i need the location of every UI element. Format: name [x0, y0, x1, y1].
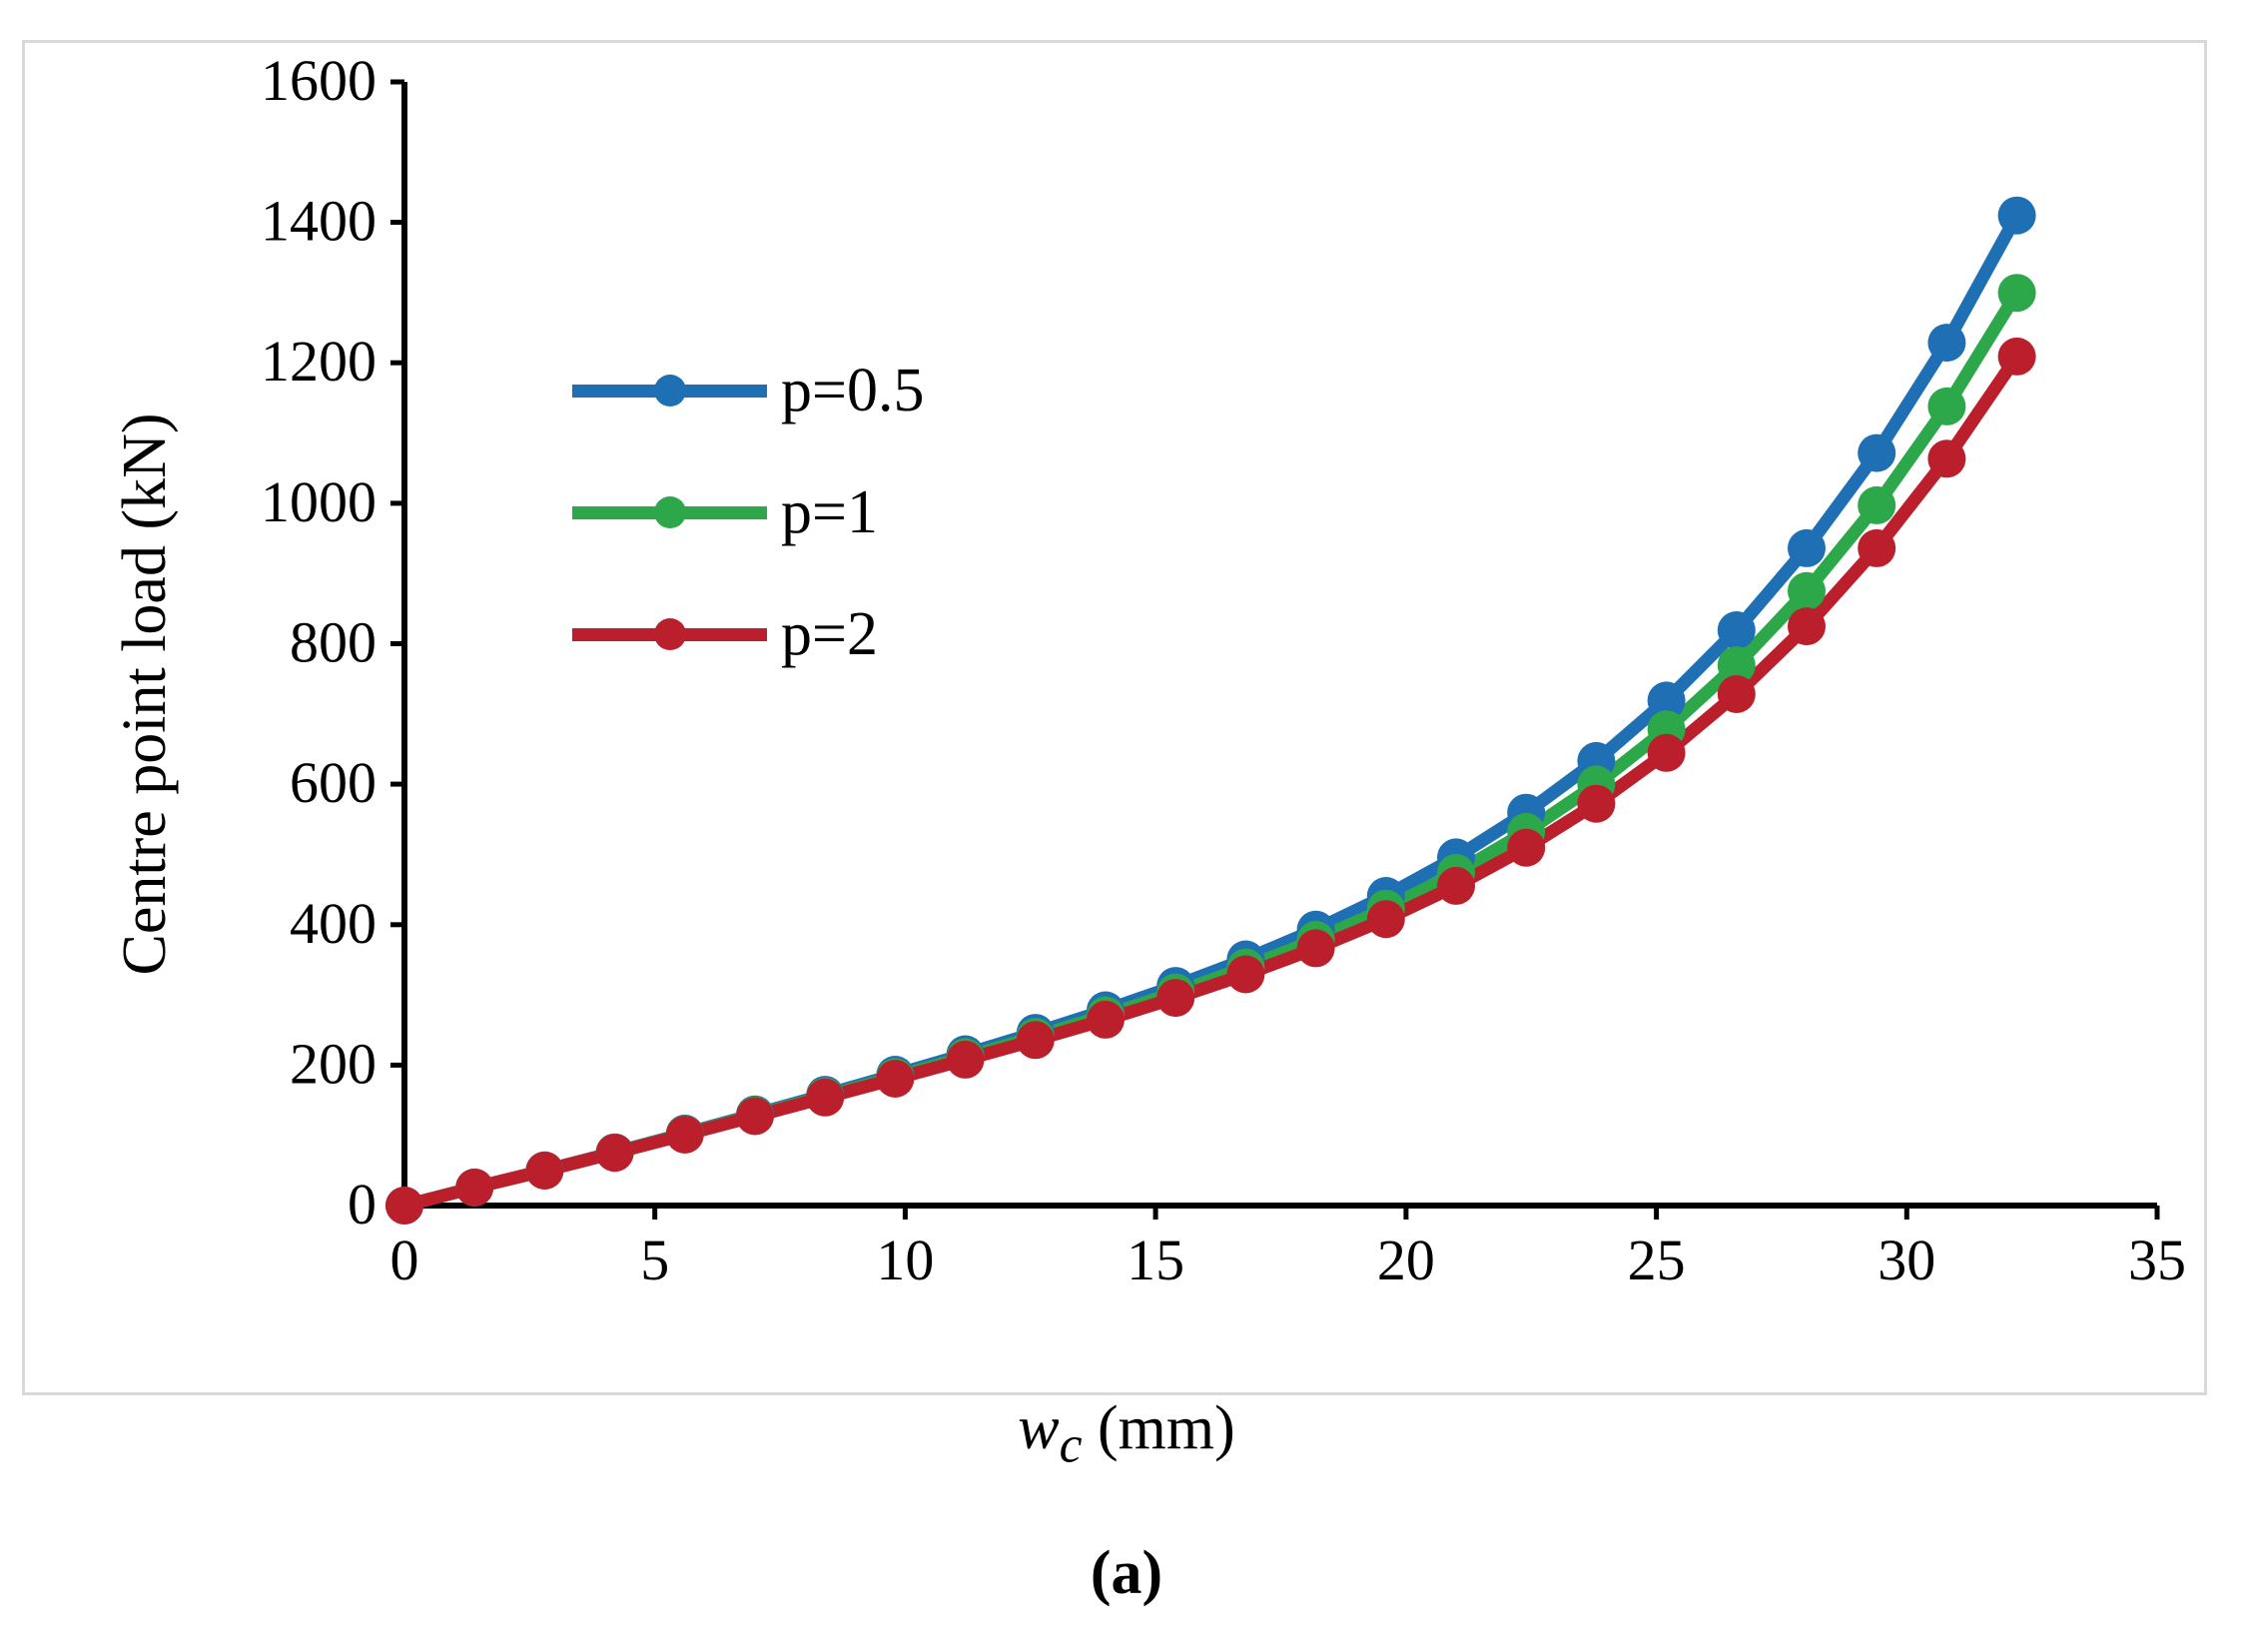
svg-text:0: 0	[348, 1172, 376, 1237]
svg-text:600: 600	[290, 750, 376, 815]
svg-text:1200: 1200	[261, 329, 376, 394]
svg-text:10: 10	[876, 1228, 934, 1292]
svg-text:20: 20	[1377, 1228, 1435, 1292]
svg-text:5: 5	[640, 1228, 669, 1292]
svg-text:25: 25	[1628, 1228, 1686, 1292]
svg-text:15: 15	[1126, 1228, 1184, 1292]
svg-text:400: 400	[290, 891, 376, 956]
svg-text:1600: 1600	[261, 48, 376, 113]
svg-text:800: 800	[290, 610, 376, 675]
svg-text:200: 200	[290, 1031, 376, 1096]
svg-text:35: 35	[2128, 1228, 2186, 1292]
svg-text:30: 30	[1878, 1228, 1935, 1292]
svg-text:1000: 1000	[261, 469, 376, 534]
svg-text:0: 0	[390, 1228, 419, 1292]
svg-text:1400: 1400	[261, 189, 376, 254]
